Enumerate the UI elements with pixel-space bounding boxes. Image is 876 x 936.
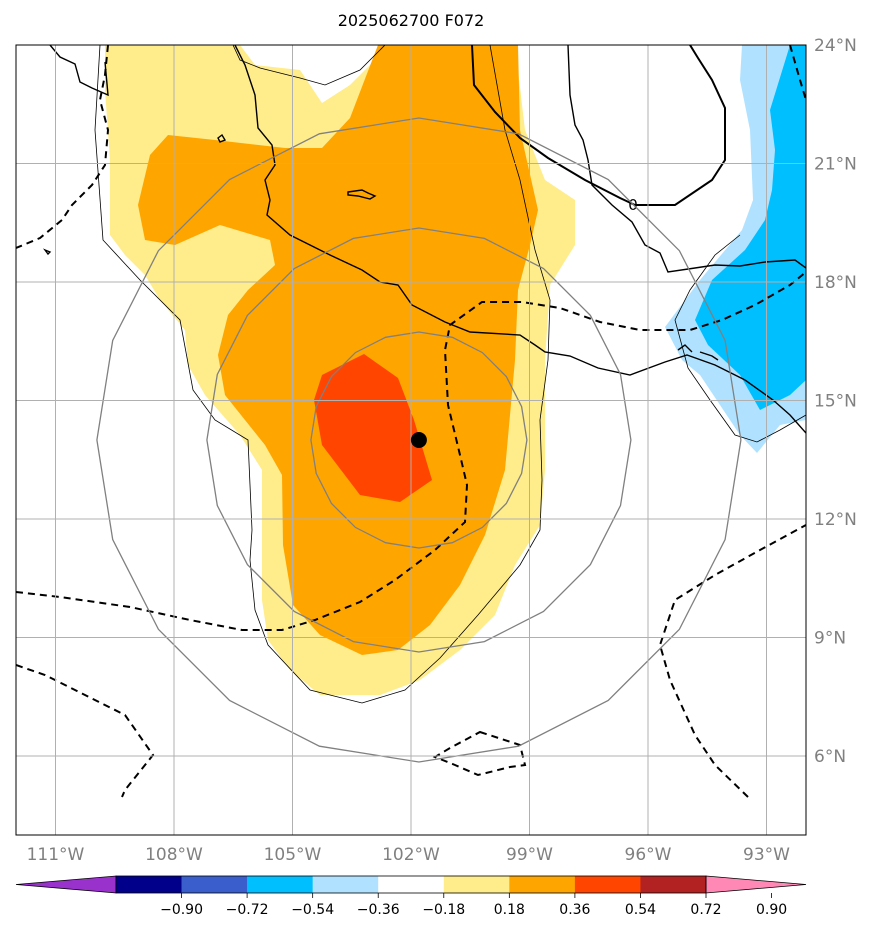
colorbar: −0.90 −0.72 −0.54 −0.36 −0.18 0.18 0.36 0.54 0.7… bbox=[15, 875, 807, 918]
colorbar-tick-label: −0.72 bbox=[226, 902, 269, 918]
colorbar-tick-label: 0.36 bbox=[559, 902, 590, 918]
colorbar-tick-label: −0.18 bbox=[422, 902, 465, 918]
map-title: 2025062700 F072 bbox=[338, 11, 485, 30]
range-rings bbox=[96, 117, 742, 763]
colorbar-tick-label: 0.72 bbox=[690, 902, 721, 918]
lat-tick-label: 18°N bbox=[814, 273, 857, 293]
lat-tick-label: 9°N bbox=[814, 629, 846, 649]
dashed-contour-line bbox=[16, 664, 155, 798]
lake-chapala bbox=[347, 189, 377, 200]
lat-tick-label: 12°N bbox=[814, 510, 857, 530]
lon-tick-label: 105°W bbox=[264, 845, 322, 865]
coastline-fragment bbox=[677, 344, 693, 353]
storm-center-marker bbox=[410, 432, 427, 448]
lon-tick-label: 96°W bbox=[625, 845, 672, 865]
range-ring bbox=[206, 227, 632, 653]
colorbar-tick-labels: −0.90 −0.72 −0.54 −0.36 −0.18 0.18 0.36 0.54 0.7… bbox=[160, 893, 787, 918]
gridlines bbox=[16, 45, 806, 835]
colorbar-segment bbox=[378, 876, 445, 893]
coastline-gulf bbox=[567, 45, 806, 273]
shade-red-orange bbox=[314, 354, 432, 502]
lat-tick-label: 6°N bbox=[814, 747, 846, 767]
colorbar-segment bbox=[181, 876, 248, 893]
shaded-field bbox=[105, 45, 806, 695]
lat-tick-label: 24°N bbox=[814, 36, 857, 56]
shade-orange bbox=[138, 45, 538, 655]
reference-outline-line bbox=[674, 234, 806, 443]
colorbar-extend-high bbox=[705, 875, 807, 894]
colorbar-outline bbox=[115, 875, 707, 894]
lon-tick-label: 99°W bbox=[506, 845, 553, 865]
colorbar-segment bbox=[574, 876, 641, 893]
coastline-baja bbox=[49, 45, 109, 97]
coastline-fragment bbox=[699, 351, 719, 361]
lon-tick-label: 111°W bbox=[27, 845, 85, 865]
colorbar-segment bbox=[443, 876, 510, 893]
reference-outline bbox=[94, 45, 806, 704]
dashed-contour-line bbox=[432, 730, 527, 777]
colorbar-tick-label: −0.54 bbox=[291, 902, 334, 918]
colorbar-tick-label: 0.90 bbox=[756, 902, 787, 918]
lon-tick-label: 93°W bbox=[743, 845, 790, 865]
colorbar-segments bbox=[15, 875, 807, 894]
colorbar-segment bbox=[312, 876, 379, 893]
lon-tick-label: 102°W bbox=[382, 845, 440, 865]
colorbar-segment bbox=[640, 876, 707, 893]
colorbar-segment bbox=[509, 876, 576, 893]
dashed-contour-line bbox=[16, 271, 806, 631]
coastline-fragment bbox=[217, 133, 227, 143]
coastline-mainland bbox=[234, 45, 806, 434]
colorbar-tick-label: 0.54 bbox=[625, 902, 656, 918]
lon-tick-label: 108°W bbox=[145, 845, 203, 865]
colorbar-segment bbox=[247, 876, 313, 893]
lat-tick-label: 15°N bbox=[814, 392, 857, 412]
lat-tick-label: 21°N bbox=[814, 155, 857, 175]
colorbar-tick-label: −0.36 bbox=[357, 902, 400, 918]
colorbar-tick-label: −0.90 bbox=[160, 902, 203, 918]
lon-tick-labels: 111°W 108°W 105°W 102°W 99°W 96°W 93°W bbox=[27, 845, 791, 865]
dashed-contour-line bbox=[789, 45, 806, 101]
range-ring bbox=[310, 331, 528, 549]
map-panel: 0 bbox=[15, 44, 807, 836]
coastlines bbox=[42, 45, 806, 434]
coastline-fragment bbox=[42, 248, 52, 256]
colorbar-tick-label: 0.18 bbox=[494, 902, 525, 918]
map-frame bbox=[15, 44, 807, 836]
colorbar-segment bbox=[116, 876, 182, 893]
shade-deep-sky-blue bbox=[695, 45, 806, 410]
colorbar-extend-low bbox=[15, 875, 117, 894]
lat-tick-labels: 24°N 21°N 18°N 15°N 12°N 9°N 6°N bbox=[814, 36, 857, 767]
reference-outline-line bbox=[94, 45, 551, 704]
reference-outline-line bbox=[232, 45, 386, 86]
range-ring bbox=[96, 117, 742, 763]
